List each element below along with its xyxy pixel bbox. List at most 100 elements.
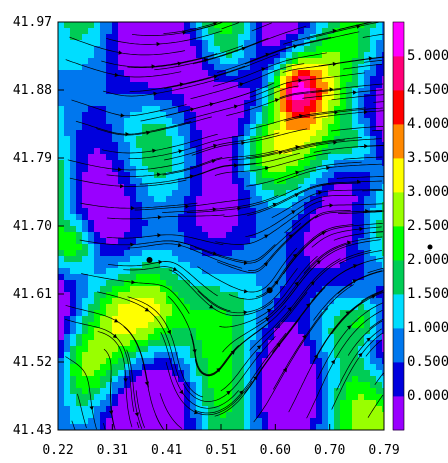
heat-cell [334,346,341,353]
heat-cell [172,298,179,305]
heat-cell [124,424,131,430]
heat-cell [88,262,95,269]
heat-cell [112,418,119,425]
heat-cell [256,376,263,383]
heat-cell [268,172,275,179]
heat-cell [364,418,371,425]
heat-cell [292,406,299,413]
heat-cell [148,196,155,203]
heat-cell [322,130,329,137]
heat-cell [88,328,95,335]
heat-cell [142,100,149,107]
heat-cell [76,286,83,293]
heat-cell [172,256,179,263]
heat-cell [334,376,341,383]
heat-cell [154,226,161,233]
heat-cell [184,130,191,137]
heat-cell [274,328,281,335]
heat-cell [304,172,311,179]
heat-cell [370,370,377,377]
colorbar-side-dot [427,244,433,250]
heat-cell [112,226,119,233]
heat-cell [166,250,173,257]
heat-cell [58,214,65,221]
heat-cell [160,280,167,287]
heat-cell [106,202,113,209]
heat-cell [118,148,125,155]
heat-cell [364,22,371,29]
heat-cell [142,340,149,347]
heat-cell [334,418,341,425]
heat-cell [298,220,305,227]
heat-cell [208,148,215,155]
heat-cell [280,364,287,371]
heat-cell [106,286,113,293]
heat-cell [160,124,167,131]
heat-cell [172,82,179,89]
heat-cell [358,76,365,83]
streamline-arrow [298,78,303,83]
streamline [369,318,384,329]
heat-cell [88,124,95,131]
heat-cell [106,334,113,341]
heat-cell [70,238,77,245]
heat-cell [76,358,83,365]
heat-cell [148,22,155,29]
heat-cell [58,112,65,119]
heat-cell [334,262,341,269]
heat-cell [166,424,173,430]
heat-cell [166,244,173,251]
heat-cell [184,28,191,35]
heat-cell [88,370,95,377]
heat-cell [76,76,83,83]
heat-cell [382,40,384,47]
heat-cell [154,238,161,245]
heat-cell [226,226,233,233]
heat-cell [100,286,107,293]
heat-cell [298,22,305,29]
heat-cell [358,394,365,401]
heat-cell [118,52,125,59]
heat-cell [280,106,287,113]
heat-cell [124,196,131,203]
heat-cell [304,376,311,383]
heat-cell [316,328,323,335]
heat-cell [304,244,311,251]
heat-cell [118,214,125,221]
heat-cell [178,52,185,59]
heat-cell [76,232,83,239]
heat-cell [322,244,329,251]
heat-cell [94,370,101,377]
heat-cell [112,280,119,287]
heat-cell [358,58,365,65]
heat-cell [274,64,281,71]
heat-cell [220,340,227,347]
heat-cell [112,190,119,197]
heat-cell [352,214,359,221]
heat-cell [160,154,167,161]
heat-cell [76,400,83,407]
heat-cell [58,412,65,419]
heat-cell [58,232,65,239]
heat-cell [316,202,323,209]
heat-cell [178,400,185,407]
heat-cell [88,388,95,395]
heat-cell [346,244,353,251]
heat-cell [232,184,239,191]
heat-cell [148,364,155,371]
heat-cell [166,160,173,167]
heat-cell [364,382,371,389]
streamline [71,420,76,430]
streamline [347,320,383,356]
heat-cell [190,376,197,383]
heat-cell [256,364,263,371]
heat-cell [250,328,257,335]
heat-cell [148,220,155,227]
heat-cell [58,148,65,155]
heat-cell [178,172,185,179]
heat-cell [94,418,101,425]
heat-cell [364,370,371,377]
heat-cell [226,370,233,377]
heat-cell [382,34,384,41]
heat-cell [100,178,107,185]
